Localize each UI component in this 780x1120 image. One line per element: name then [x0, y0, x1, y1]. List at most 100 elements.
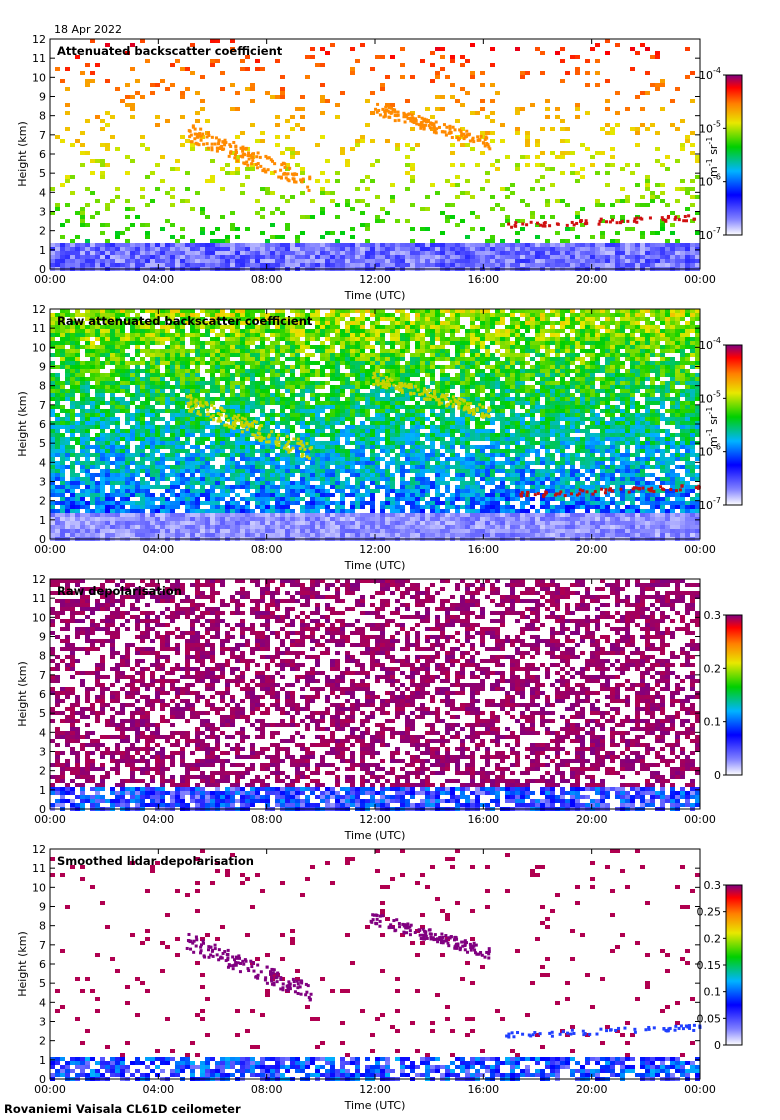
field-cell — [135, 251, 140, 255]
field-cell — [205, 243, 210, 247]
field-cell — [120, 409, 125, 413]
field-cell — [225, 469, 230, 473]
field-cell — [355, 243, 360, 247]
field-cell — [130, 341, 135, 345]
field-cell — [430, 239, 435, 243]
field-cell — [600, 127, 605, 131]
field-cell — [580, 243, 585, 247]
field-cell — [365, 203, 370, 207]
cloud-mark — [213, 142, 217, 146]
field-cell — [365, 263, 370, 267]
field-cell — [290, 329, 295, 333]
field-cell — [165, 337, 170, 341]
field-cell — [200, 401, 205, 405]
field-cell — [240, 373, 245, 377]
field-cell — [105, 477, 110, 481]
field-cell — [310, 517, 315, 521]
field-cell — [260, 67, 265, 71]
field-cell — [305, 481, 310, 485]
field-cell — [265, 433, 270, 437]
field-cell — [105, 255, 110, 259]
field-cell — [285, 501, 290, 505]
field-cell — [250, 405, 255, 409]
field-cell — [95, 243, 100, 247]
field-cell — [205, 255, 210, 259]
field-cell — [130, 525, 135, 529]
cloud-mark — [232, 140, 236, 144]
field-cell — [385, 211, 390, 215]
field-cell — [290, 497, 295, 501]
field-cell — [665, 243, 670, 247]
field-cell — [195, 489, 200, 493]
field-cell — [310, 333, 315, 337]
field-cell — [245, 369, 250, 373]
field-cell — [365, 99, 370, 103]
field-cell — [210, 401, 215, 405]
field-cell — [295, 251, 300, 255]
field-cell — [200, 461, 205, 465]
field-cell — [360, 223, 365, 227]
field-cell — [295, 259, 300, 263]
field-cell — [425, 247, 430, 251]
field-cell — [55, 429, 60, 433]
field-cell — [290, 357, 295, 361]
field-cell — [260, 345, 265, 349]
field-cell — [640, 235, 645, 239]
field-cell — [260, 525, 265, 529]
field-cell — [640, 243, 645, 247]
field-cell — [160, 263, 165, 267]
field-cell — [225, 501, 230, 505]
field-cell — [660, 263, 665, 267]
field-cell — [60, 469, 65, 473]
field-cell — [200, 389, 205, 393]
field-cell — [270, 505, 275, 509]
field-cell — [65, 457, 70, 461]
cloud-mark — [390, 110, 394, 114]
field-cell — [155, 385, 160, 389]
field-cell — [75, 385, 80, 389]
field-cell — [50, 485, 55, 489]
field-cell — [650, 231, 655, 235]
field-cell — [535, 247, 540, 251]
field-cell — [270, 255, 275, 259]
field-cell — [290, 365, 295, 369]
field-cell — [465, 243, 470, 247]
field-cell — [260, 517, 265, 521]
field-cell — [430, 51, 435, 55]
field-cell — [255, 393, 260, 397]
field-cell — [680, 263, 685, 267]
field-cell — [610, 259, 615, 263]
field-cell — [80, 393, 85, 397]
field-cell — [265, 377, 270, 381]
field-cell — [460, 127, 465, 131]
field-cell — [280, 517, 285, 521]
field-cell — [205, 119, 210, 123]
field-cell — [470, 247, 475, 251]
field-cell — [480, 83, 485, 87]
field-cell — [220, 353, 225, 357]
field-cell — [245, 341, 250, 345]
field-cell — [85, 401, 90, 405]
field-cell — [60, 255, 65, 259]
field-cell — [235, 481, 240, 485]
field-cell — [240, 469, 245, 473]
field-cell — [595, 199, 600, 203]
field-cell — [215, 361, 220, 365]
field-cell — [180, 345, 185, 349]
field-cell — [225, 333, 230, 337]
field-cell — [630, 243, 635, 247]
field-cell — [125, 361, 130, 365]
field-cell — [190, 425, 195, 429]
field-cell — [50, 529, 55, 533]
field-cell — [470, 147, 475, 151]
field-cell — [170, 513, 175, 517]
field-cell — [315, 243, 320, 247]
field-cell — [100, 341, 105, 345]
field-cell — [325, 349, 330, 353]
field-cell — [500, 239, 505, 243]
cloud-mark — [241, 155, 245, 159]
field-cell — [630, 67, 635, 71]
field-cell — [605, 107, 610, 111]
field-cell — [80, 219, 85, 223]
